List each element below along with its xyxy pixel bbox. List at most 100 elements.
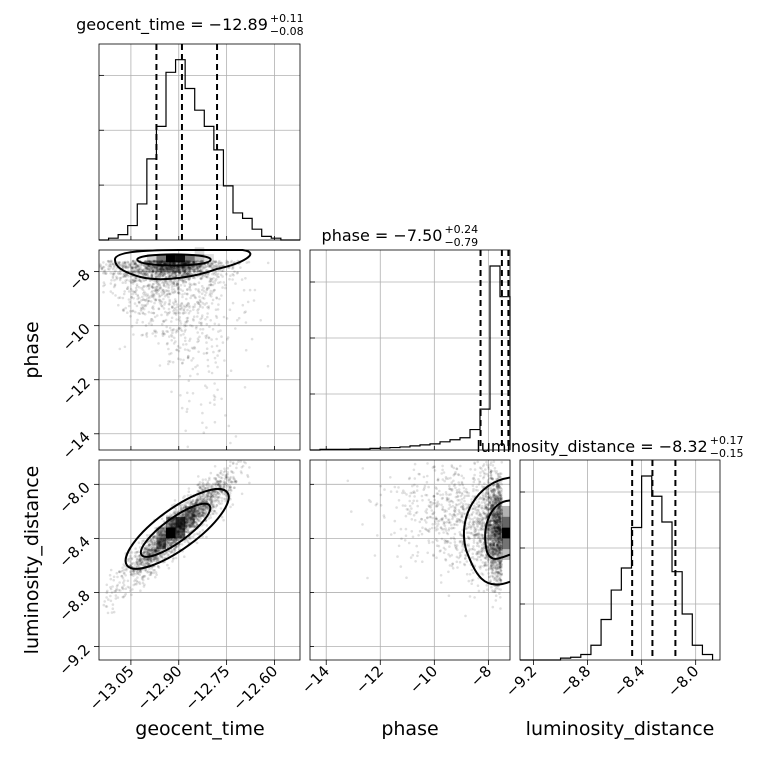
sample-point [166,330,170,334]
sample-point [119,263,123,267]
sample-point [188,399,191,403]
sample-point [215,504,218,507]
sample-point [167,347,170,351]
sample-point [194,267,197,270]
sample-point [198,265,202,269]
sample-point [155,266,159,269]
sample-point [137,278,141,281]
luminosity_distance-histogram [520,475,714,661]
sample-point [448,545,451,548]
sample-point [225,317,229,320]
sample-point [176,345,180,348]
sample-point [115,571,119,575]
sample-point [186,308,189,312]
sample-point [162,268,165,271]
sample-point [248,481,251,485]
sample-point [184,267,187,270]
sample-point [168,267,172,271]
sample-point [156,314,159,317]
sample-point [140,333,143,337]
sample-point [188,282,191,286]
sample-point [207,336,211,340]
sample-point [175,270,178,273]
sample-point [111,267,115,271]
sample-point [166,283,169,286]
sample-point [209,264,212,268]
sample-point [176,265,179,269]
sample-point [160,265,164,269]
sample-point [191,294,195,297]
sample-point [174,275,178,278]
sample-point [109,599,113,603]
sample-point [183,270,187,273]
sample-point [172,261,176,265]
sample-point [178,374,182,378]
sample-point [155,289,158,292]
sample-point [243,386,247,389]
sample-point [162,320,165,324]
sample-point [154,298,157,302]
sample-point [172,269,175,272]
sample-point [220,294,223,297]
sample-point [108,573,112,577]
sample-point [202,290,206,293]
sample-point [150,269,154,272]
sample-point [171,261,174,265]
sample-point [188,268,192,272]
sample-point [169,262,172,265]
sample-point [135,304,139,308]
sample-point [185,304,189,307]
sample-point [183,323,186,326]
sample-point [228,308,232,312]
sample-point [149,268,153,272]
sample-point [201,327,205,331]
sample-point [153,268,157,271]
sample-point [218,297,221,301]
sample-point [176,268,180,272]
sample-point [163,269,167,273]
sample-point [482,475,486,479]
sample-point [123,274,127,278]
sample-point [160,261,163,265]
sample-point [112,285,116,289]
sample-point [194,288,198,291]
sample-point [169,267,173,270]
sample-point [185,410,189,414]
sample-point [147,265,151,268]
sample-point [147,260,151,263]
sample-point [208,264,212,268]
sample-point [150,317,154,321]
sample-point [216,354,219,357]
sample-point [214,270,218,273]
sample-point [425,480,429,484]
sample-point [222,486,226,489]
sample-point [167,274,170,277]
sample-point [148,283,151,287]
sample-point [105,263,108,266]
sample-point [193,276,197,280]
sample-point [191,392,195,395]
sample-point [361,523,364,526]
sample-point [134,263,138,266]
sample-point [199,303,202,307]
sample-point [223,359,226,362]
sample-point [232,461,235,465]
sample-point [210,292,214,295]
sample-point [191,367,195,371]
sample-point [208,265,212,268]
sample-point [142,304,146,307]
sample-point [431,522,435,526]
sample-point [197,281,201,285]
sample-point [229,261,233,264]
sample-point [128,279,131,283]
sample-point [183,261,187,265]
sample-point [158,267,162,270]
sample-point [173,266,177,269]
sample-point [183,271,187,274]
sample-point [197,266,200,269]
sample-point [163,272,167,276]
sample-point [158,295,161,298]
geocent_time-histogram [99,59,300,241]
sample-point [138,312,142,316]
